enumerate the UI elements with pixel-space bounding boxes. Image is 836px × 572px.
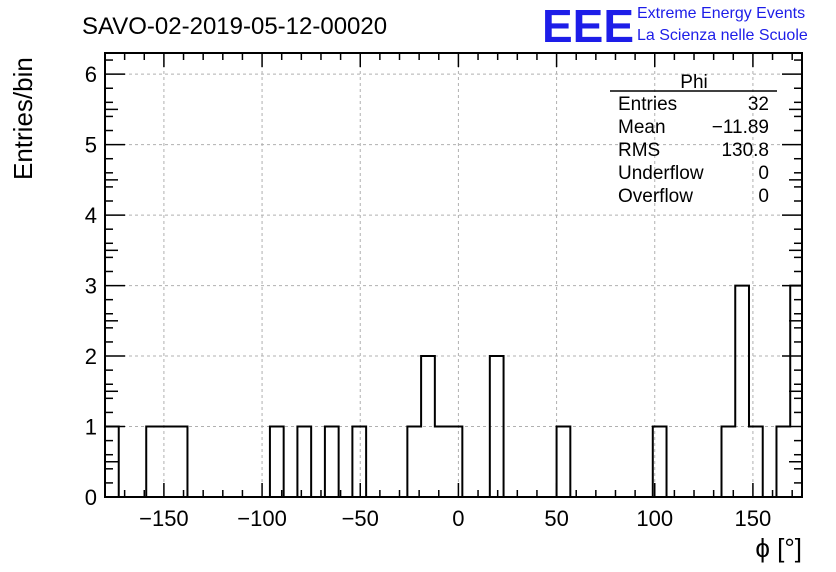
stats-rows: Entries 32 Mean −11.89 RMS 130.8 Underflow 0 Ove… [618,94,769,207]
stats-row-value: 0 [758,163,769,184]
eee-logo-mark: EEE [542,0,634,52]
y-tick-label: 2 [85,344,97,369]
x-tick-label: −50 [342,506,379,531]
stats-row-value: 0 [758,186,769,207]
histogram-bin [449,427,463,497]
y-tick-label: 4 [85,203,97,228]
stats-row-value: −11.89 [712,117,769,138]
histogram-bin [352,427,366,497]
histogram-bin [325,427,339,497]
histogram-bin [407,427,421,497]
grid-layer [105,53,802,497]
histogram-layer [104,284,802,497]
histogram-bin [749,427,763,497]
y-tick-label: 6 [85,62,97,87]
stats-row-label: RMS [618,140,660,161]
stats-row-label: Underflow [618,163,704,184]
tick-label-layer: −150 −100 −50 0 50 100 150 0 1 2 3 4 5 6 [85,62,772,531]
histogram-outline [104,284,802,497]
y-axis-title: Entries/bin [8,57,38,180]
x-tick-label: 100 [636,506,673,531]
stats-row-label: Overflow [618,186,693,207]
histogram-bin [297,427,311,497]
histogram-bin [557,427,571,497]
histogram-bin [776,427,790,497]
stats-row-label: Entries [618,94,677,115]
stats-box: Phi Entries 32 Mean −11.89 RMS 130.8 Underflow… [610,72,777,207]
x-axis-title: ϕ [°] [755,533,802,563]
x-tick-label: −100 [237,506,287,531]
eee-logo-line2: La Scienza nelle Scuole [637,27,808,44]
histogram-bin [270,427,284,497]
chart-title: SAVO-02-2019-05-12-00020 [82,13,387,40]
x-tick-label: −150 [139,506,189,531]
stats-row-value: 32 [748,94,769,115]
stats-row-label: Mean [618,117,666,138]
histogram-bin [435,427,449,497]
x-tick-label: 50 [544,506,568,531]
y-tick-label: 3 [85,274,97,299]
stats-row-value: 130.8 [721,140,769,161]
x-tick-label: 0 [452,506,464,531]
histogram-bin [174,427,188,497]
eee-logo: EEE Extreme Energy Events La Scienza nel… [542,0,808,52]
eee-logo-line1: Extreme Energy Events [637,5,805,22]
histogram-bin [146,427,160,497]
axis-layer [104,52,803,498]
y-tick-label: 1 [85,415,97,440]
x-tick-label: 150 [735,506,772,531]
histogram-bin [735,286,749,497]
histogram-bin [160,427,174,497]
histogram-bin [722,427,736,497]
y-tick-label: 5 [85,133,97,158]
stats-box-name: Phi [680,72,707,93]
y-tick-label: 0 [85,485,97,510]
plot-frame [104,52,803,498]
